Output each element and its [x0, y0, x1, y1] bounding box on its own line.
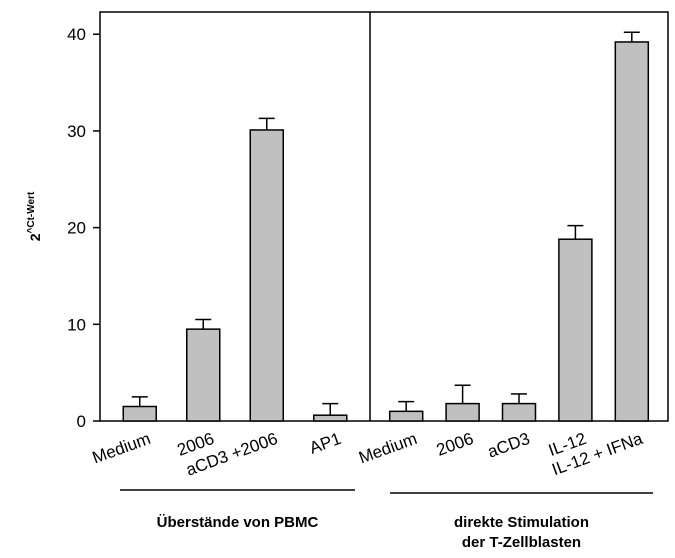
- y-tick-label: 0: [77, 412, 86, 431]
- bar: [122, 405, 157, 422]
- x-tick-label: 2006: [434, 429, 476, 460]
- y-tick-label: 30: [67, 122, 86, 141]
- group-label: direkte Stimulation: [454, 514, 589, 531]
- plot-frame: [99, 11, 669, 422]
- y-label-sup: ^Ct-Wert: [26, 191, 37, 233]
- bar: [558, 238, 593, 422]
- group-label: Überstände von PBMC: [157, 514, 319, 531]
- bar: [501, 402, 537, 422]
- x-tick-label: AP1: [307, 429, 344, 458]
- y-label-base: 2: [27, 233, 43, 241]
- bar: [614, 41, 650, 422]
- group-label: der T-Zellblasten: [462, 534, 581, 551]
- bar: [186, 328, 221, 422]
- x-tick-label: aCD3: [485, 429, 532, 462]
- bar: [388, 410, 424, 422]
- y-tick-label: 10: [67, 315, 86, 334]
- y-axis-label: 2^Ct-Wert: [26, 191, 43, 241]
- bar: [249, 129, 284, 422]
- bar: [445, 402, 480, 422]
- y-tick-label: 40: [67, 25, 86, 44]
- y-tick-label: 20: [67, 219, 86, 238]
- bar: [313, 414, 348, 422]
- x-tick-label: Medium: [356, 429, 419, 468]
- x-tick-label: Medium: [90, 429, 153, 468]
